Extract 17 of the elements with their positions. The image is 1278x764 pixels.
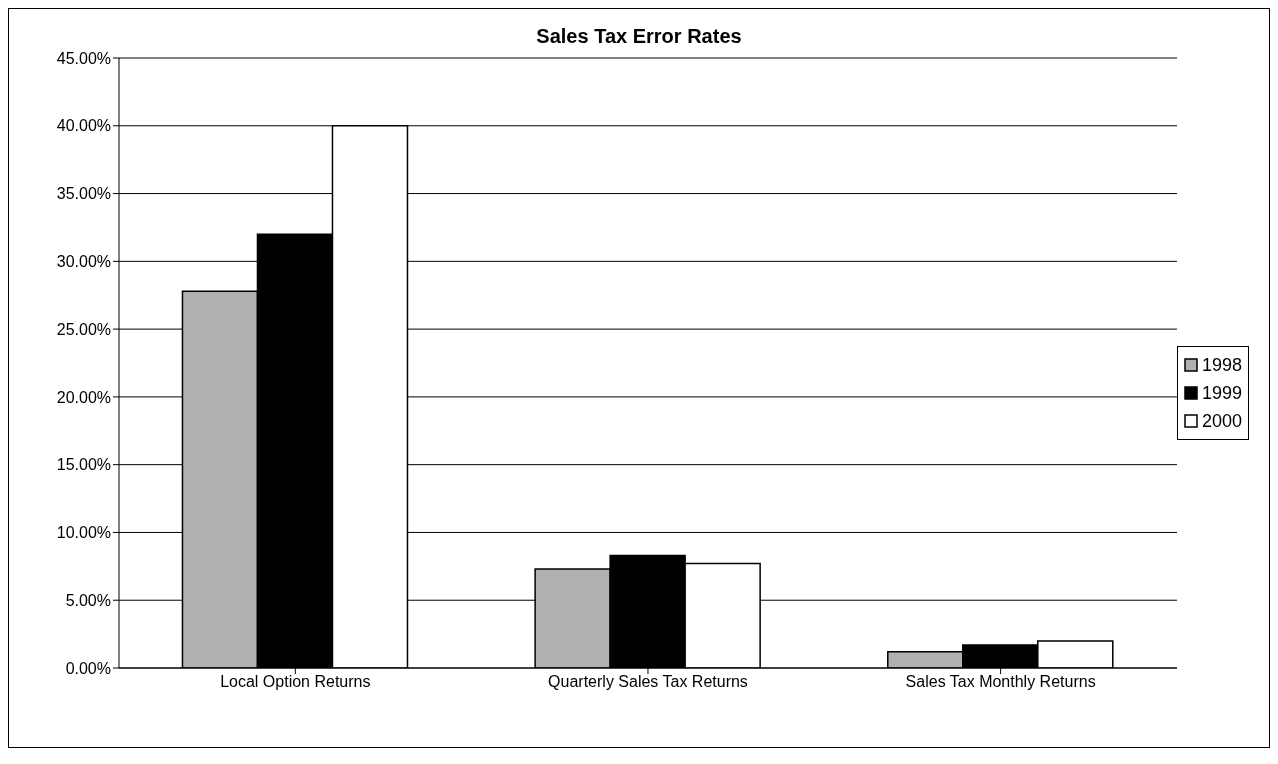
y-tick-label: 20.00%	[56, 388, 111, 406]
legend-label: 1999	[1201, 382, 1242, 405]
y-tick-label: 30.00%	[56, 253, 111, 271]
y-tick-label: 25.00%	[56, 320, 111, 338]
x-tick-label: Local Option Returns	[220, 673, 371, 691]
y-tick-label: 45.00%	[56, 49, 111, 67]
y-tick-label: 35.00%	[56, 185, 111, 203]
y-tick-label: 40.00%	[56, 117, 111, 135]
y-tick-label: 10.00%	[56, 524, 111, 542]
y-tick-label: 5.00%	[65, 591, 111, 609]
legend-label: 1998	[1201, 354, 1242, 377]
y-tick-label: 15.00%	[56, 456, 111, 474]
legend-label: 2000	[1201, 410, 1242, 433]
chart-title: Sales Tax Error Rates	[535, 25, 743, 48]
y-tick-label: 0.00%	[65, 659, 111, 677]
x-tick-label: Quarterly Sales Tax Returns	[548, 673, 748, 691]
x-tick-label: Sales Tax Monthly Returns	[905, 673, 1096, 691]
